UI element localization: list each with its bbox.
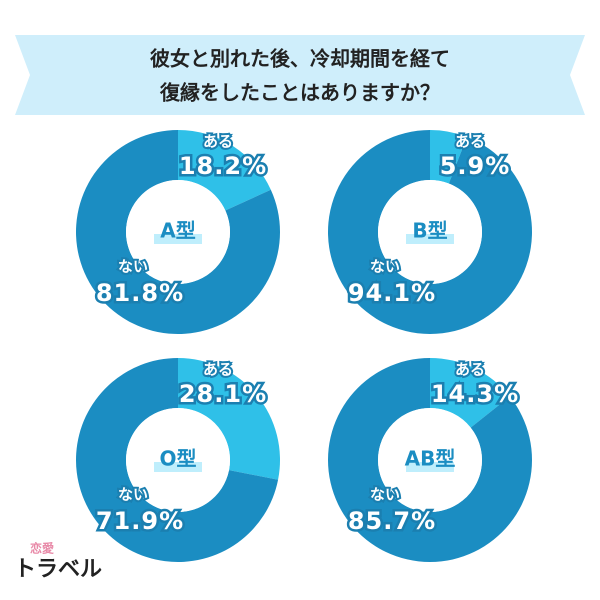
category-label: ある xyxy=(455,361,485,379)
donut-segment xyxy=(430,130,467,184)
value-label: 71.9% xyxy=(96,507,184,535)
donut-hole xyxy=(126,180,230,284)
center-highlight xyxy=(406,462,454,472)
center-label: AB型 xyxy=(405,447,456,471)
donut-segment xyxy=(178,130,271,211)
donut-segment xyxy=(328,358,533,562)
title-banner xyxy=(15,35,585,115)
title-line: 復縁をしたことはありますか？ xyxy=(159,81,440,105)
donut-hole xyxy=(378,180,482,284)
category-label: ない xyxy=(118,258,148,276)
value-label: 18.2% xyxy=(179,152,267,180)
donut-segment xyxy=(430,357,510,428)
center-label: A型 xyxy=(160,219,195,243)
donut-segment xyxy=(76,130,280,334)
center-highlight xyxy=(406,234,454,244)
donut-segment xyxy=(76,358,279,562)
logo-bottom: トラベル xyxy=(14,557,102,582)
title-line: 彼女と別れた後、冷却期間を経て xyxy=(150,47,450,71)
category-label: ない xyxy=(370,486,400,504)
donut-segment xyxy=(328,130,533,334)
value-label: 5.9% xyxy=(440,152,511,180)
category-label: ない xyxy=(118,486,148,504)
category-label: ない xyxy=(370,258,400,276)
category-label: ある xyxy=(203,361,233,379)
value-label: 14.3% xyxy=(431,380,519,408)
center-label: B型 xyxy=(412,219,447,243)
center-label: O型 xyxy=(159,447,196,471)
donut-hole xyxy=(126,408,230,512)
donut-segment xyxy=(178,358,280,480)
category-label: ある xyxy=(203,133,233,151)
value-label: 28.1% xyxy=(179,380,267,408)
center-highlight xyxy=(154,462,202,472)
value-label: 94.1% xyxy=(348,279,436,307)
donut-hole xyxy=(378,408,482,512)
value-label: 85.7% xyxy=(348,507,436,535)
logo-top: 恋愛 xyxy=(30,541,54,556)
category-label: ある xyxy=(455,133,485,151)
center-highlight xyxy=(154,234,202,244)
value-label: 81.8% xyxy=(96,279,184,307)
